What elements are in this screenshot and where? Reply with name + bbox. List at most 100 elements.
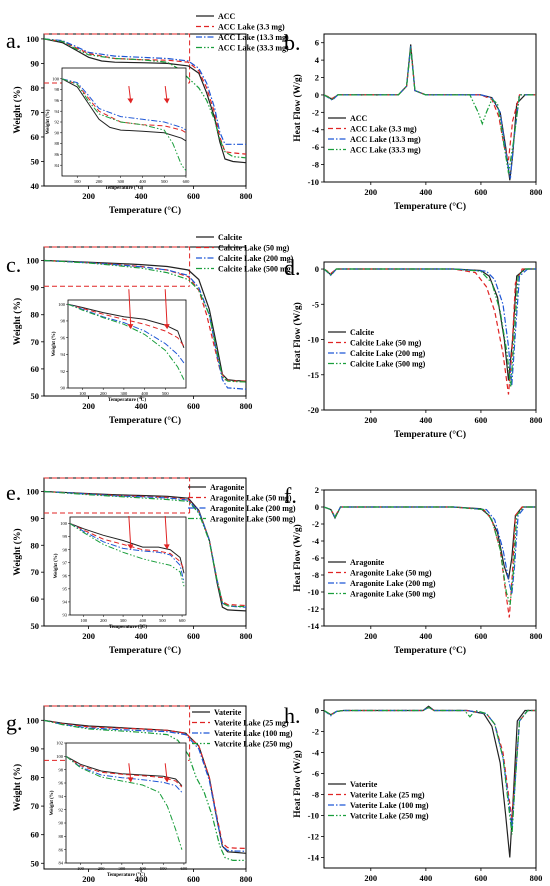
inset-y-axis-title: Weight (%) [46, 109, 51, 134]
x-tick-label: 200 [82, 191, 95, 201]
legend-entry: Vaterite Lake (25 mg) [350, 791, 425, 800]
legend-entry: Calcite Lake (50 mg) [218, 244, 290, 253]
zoom-arrow [164, 289, 168, 329]
zoom-arrow [128, 289, 132, 329]
x-axis-title: Temperature (°C) [394, 645, 466, 656]
inset-x-tick-label: 400 [141, 391, 149, 396]
panel-label: c. [6, 252, 21, 277]
y-tick-label: 50 [31, 391, 40, 401]
inset-y-axis-title: Weight (%) [54, 553, 59, 578]
inset-y-tick-label: 96 [59, 781, 64, 786]
y-tick-label: -6 [312, 769, 319, 779]
legend-entry: Vaterite Lake (25 mg) [214, 719, 289, 728]
legend-entry: ACC Lake (13.3 mg) [350, 135, 421, 144]
legend-entry: Calcite Lake (50 mg) [350, 339, 422, 348]
inset-y-tick-label: 98 [61, 319, 66, 324]
series-line-green [324, 506, 536, 605]
inset-series-line-black [68, 303, 185, 348]
y-tick-label: 0 [315, 502, 319, 512]
inset-y-tick-label: 100 [60, 521, 68, 526]
inset-x-tick-label: 100 [74, 179, 82, 184]
y-tick-label: -14 [308, 621, 320, 631]
zoom-region-box [44, 705, 191, 761]
inset-series-line-red [70, 523, 185, 570]
zoom-arrow [164, 515, 168, 549]
inset-y-tick-label: 93 [63, 613, 68, 618]
x-tick-label: 800 [240, 401, 253, 411]
y-tick-label: 0 [315, 90, 319, 100]
inset-x-tick-label: 500 [162, 391, 170, 396]
legend-entry: Calcite [350, 328, 374, 337]
y-tick-label: 4 [315, 55, 320, 65]
zoom-arrow-head [163, 324, 170, 330]
y-tick-label: -20 [308, 405, 319, 415]
y-tick-label: 2 [315, 485, 319, 495]
series-line-black [44, 38, 246, 164]
inset-x-tick-label: 300 [118, 866, 126, 871]
y-axis-title: Weight (%) [12, 764, 23, 811]
inset-series-line-blue [68, 303, 185, 364]
series-line-green [44, 259, 246, 383]
panel-label: f. [284, 483, 297, 508]
inset-y-tick-label: 90 [61, 386, 66, 391]
inset-y-tick-label: 100 [56, 754, 64, 759]
legend-entry: Vaterite [214, 708, 242, 717]
legend-entry: Aragonite [210, 483, 245, 492]
inset-x-axis-title: Temperature (°C) [105, 186, 143, 191]
series-line-red [44, 38, 246, 155]
plot-frame [323, 699, 537, 869]
y-tick-label: 2 [315, 73, 319, 83]
y-tick-label: -10 [308, 811, 319, 821]
x-tick-label: 200 [364, 415, 377, 425]
x-tick-label: 400 [135, 631, 148, 641]
chart-panel-a: a. 200 400 600 800 40 50 60 70 80 90 100 Temperature… [6, 12, 289, 216]
panel-label: a. [6, 28, 21, 53]
inset-y-tick-label: 96 [63, 573, 68, 578]
y-tick-label: 60 [31, 830, 40, 840]
legend-entry: Vatcrite Lake (250 mg) [350, 812, 429, 821]
inset-x-tick-label: 600 [181, 866, 189, 871]
series-line-black [324, 44, 536, 181]
legend-entry: ACC [218, 12, 236, 21]
series-line-red [44, 719, 246, 849]
zoom-region-box [44, 246, 191, 287]
inset-y-tick-label: 102 [56, 741, 63, 746]
y-tick-label: 50 [31, 156, 40, 166]
inset-x-tick-label: 600 [179, 618, 187, 623]
inset-x-tick-label: 300 [120, 618, 128, 623]
series-line-green [324, 268, 536, 388]
inset-chart: 100 200 300 400 500 600 84 86 88 90 92 94 96 98 100 102… [50, 741, 188, 878]
y-axis-title: Weight (%) [12, 298, 23, 345]
x-axis-title: Temperature (°C) [109, 415, 181, 426]
inset-x-tick-label: 500 [159, 618, 167, 623]
y-tick-label: -10 [308, 177, 319, 187]
y-tick-label: -5 [312, 299, 319, 309]
y-axis-title: Heat Flow (W/g) [292, 74, 303, 142]
y-tick-label: 90 [31, 744, 40, 754]
chart-panel-b: b. 200 400 600 800 -10 -8 -6 -4 -2 0 2 4 6 Temperature… [284, 30, 542, 212]
legend-entry: ACC Lake (33.3 mg) [350, 146, 421, 155]
zoom-arrow-head [127, 324, 134, 330]
legend-entry: ACC [350, 114, 368, 123]
inset-x-tick-label: 500 [161, 179, 169, 184]
x-axis-title: Temperature (°C) [394, 429, 466, 440]
inset-y-tick-label: 98 [55, 87, 60, 92]
panel-label: h. [284, 703, 301, 728]
inset-y-axis-title: Weight (%) [50, 790, 55, 815]
y-tick-label: -6 [312, 553, 319, 563]
y-tick-label: 100 [26, 256, 39, 266]
inset-y-tick-label: 95 [63, 586, 68, 591]
y-axis-title: Heat Flow (W/g) [292, 524, 303, 592]
panel-label: e. [6, 480, 21, 505]
x-tick-label: 200 [364, 873, 377, 883]
y-tick-label: -2 [312, 107, 319, 117]
y-tick-label: 100 [26, 34, 39, 44]
panel-label: d. [284, 255, 301, 280]
inset-y-tick-label: 90 [59, 821, 64, 826]
inset-y-axis-title: Weight (%) [52, 331, 57, 356]
y-axis-title: Heat Flow (W/g) [292, 750, 303, 818]
inset-frame [67, 299, 187, 389]
inset-y-tick-label: 92 [55, 120, 60, 125]
inset-x-tick-label: 200 [100, 391, 108, 396]
x-tick-label: 800 [530, 631, 543, 641]
